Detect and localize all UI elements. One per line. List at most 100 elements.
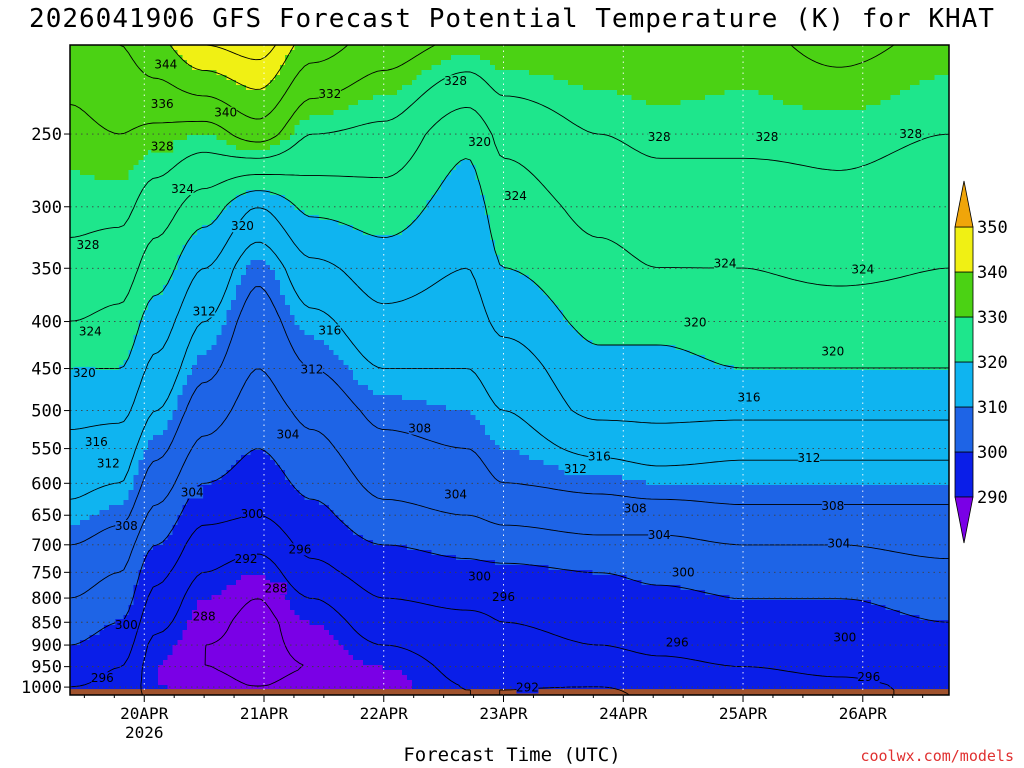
y-tick-label: 350 xyxy=(31,259,62,279)
contour-label: 320 xyxy=(468,135,491,149)
chart-title: 2026041906 GFS Forecast Potential Temper… xyxy=(29,4,995,34)
y-tick-label: 1000 xyxy=(21,678,62,698)
y-tick-label: 250 xyxy=(31,125,62,145)
contour-label: 320 xyxy=(73,366,96,380)
contour-label-bg xyxy=(851,263,874,276)
credit-text[interactable]: coolwx.com/models xyxy=(860,747,1014,765)
contour-label: 324 xyxy=(504,189,527,203)
contour-label-bg xyxy=(91,672,114,685)
y-tick-label: 500 xyxy=(31,402,62,422)
theta-band-290-300 xyxy=(70,450,949,695)
theta-band-300-310 xyxy=(70,260,949,645)
theta-band-320-330 xyxy=(70,55,949,370)
contour-label: 304 xyxy=(648,528,671,542)
contour-324 xyxy=(69,106,950,322)
surface-strip xyxy=(70,689,949,695)
plot-frame xyxy=(69,44,950,696)
contour-label-bg xyxy=(115,520,138,533)
colorbar-segment-320 xyxy=(954,316,974,363)
contour-label: 296 xyxy=(288,542,311,556)
contour-label-bg xyxy=(588,450,611,463)
contour-label: 296 xyxy=(492,590,515,604)
y-tick-label: 650 xyxy=(31,506,62,526)
theta-band-330-340 xyxy=(70,45,949,180)
contour-336 xyxy=(118,44,349,120)
contour-label-bg xyxy=(672,566,695,579)
contour-label: 308 xyxy=(115,519,138,533)
contour-label-bg xyxy=(684,316,707,329)
contour-label: 320 xyxy=(684,316,707,330)
y-tick-label: 800 xyxy=(31,589,62,609)
contour-label: 328 xyxy=(151,140,174,154)
contour-label-bg xyxy=(151,140,174,153)
contour-label-bg xyxy=(97,457,120,470)
contour-label-bg xyxy=(85,436,108,449)
colorbar-tick-label: 290 xyxy=(977,488,1008,508)
colorbar-segment-310 xyxy=(954,361,974,408)
contour-label-bg xyxy=(181,486,204,499)
contour-label: 312 xyxy=(300,362,323,376)
contour-label: 312 xyxy=(797,451,820,465)
contour-label-bg xyxy=(444,488,467,501)
contour-label-bg xyxy=(821,345,844,358)
x-tick-label: 23APR xyxy=(479,704,528,723)
contour-label-bg xyxy=(408,422,431,435)
contour-label-bg xyxy=(76,238,99,251)
y-tick-label: 850 xyxy=(31,613,62,633)
contour-label: 324 xyxy=(79,324,102,338)
contour-label-layer: 344 336 340 328 324 320 332 328 320 324 328 328 328 3… xyxy=(73,57,922,694)
contour-label: 312 xyxy=(564,462,587,476)
contour-label: 304 xyxy=(181,486,204,500)
colorbar-segment-330 xyxy=(954,271,974,318)
contour-label-bg xyxy=(171,183,194,196)
contour-label: 304 xyxy=(277,428,300,442)
x-tick-label: 22APR xyxy=(360,704,409,723)
contour-296 xyxy=(69,514,895,695)
contour-label-bg xyxy=(648,528,671,541)
contour-288 xyxy=(204,598,304,687)
contour-label: 300 xyxy=(672,565,695,579)
contour-label: 292 xyxy=(516,680,539,694)
y-tick-label: 750 xyxy=(31,563,62,583)
contour-label-bg xyxy=(833,631,856,644)
y-axis: 250 300 350 400 450 500 550 600 650 700 750 800 850 9… xyxy=(21,125,70,698)
colorbar-tick-label: 350 xyxy=(977,218,1008,238)
contour-label-bg xyxy=(288,543,311,556)
contour-label-bg xyxy=(214,106,237,119)
contour-label: 324 xyxy=(851,262,874,276)
x-tick-sublabel: 2026 xyxy=(125,723,164,742)
contour-label-bg xyxy=(231,220,254,233)
surface-layer xyxy=(70,689,949,695)
contour-label: 300 xyxy=(833,630,856,644)
colorbar: 350 340 330 320 310 300 290 xyxy=(954,180,1008,544)
contour-label: 336 xyxy=(151,97,174,111)
contour-label-bg xyxy=(755,131,778,144)
x-tick-label: 20APR xyxy=(120,704,169,723)
colorbar-upper-arrow xyxy=(954,180,974,228)
contour-label-bg xyxy=(738,391,761,404)
x-tick-label: 24APR xyxy=(599,704,648,723)
contour-label-bg xyxy=(468,135,491,148)
contour-label-bg xyxy=(73,366,96,379)
y-tick-label: 300 xyxy=(31,198,62,218)
colorbar-tick-label: 330 xyxy=(977,308,1008,328)
contour-label: 300 xyxy=(468,570,491,584)
y-tick-label: 950 xyxy=(31,658,62,678)
contour-label: 296 xyxy=(666,635,689,649)
contour-label-bg xyxy=(115,619,138,632)
colorbar-segment-300 xyxy=(954,406,974,453)
grid-layer xyxy=(70,45,949,695)
contour-label-bg xyxy=(235,552,258,565)
contour-label-bg xyxy=(264,582,287,595)
contour-label: 296 xyxy=(857,670,880,684)
contour-label: 308 xyxy=(408,422,431,436)
contour-label: 316 xyxy=(588,449,611,463)
y-tick-label: 400 xyxy=(31,313,62,333)
contour-label-bg xyxy=(648,131,671,144)
contour-label-bg xyxy=(797,451,820,464)
contour-label: 300 xyxy=(115,618,138,632)
y-tick-label: 450 xyxy=(31,360,62,380)
y-tick-label: 900 xyxy=(31,636,62,656)
y-tick-label: 600 xyxy=(31,474,62,494)
contour-label: 328 xyxy=(899,127,922,141)
